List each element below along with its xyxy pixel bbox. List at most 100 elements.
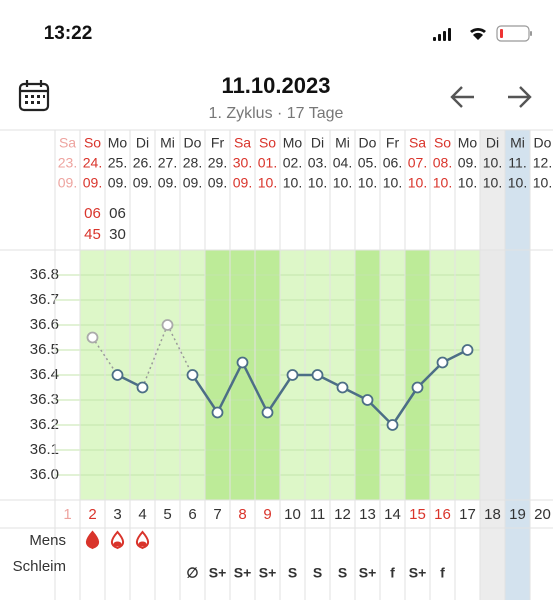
weekday: Mi [335,135,350,151]
temperature-point [361,394,374,406]
month: 10. [383,175,402,191]
weekday: Do [534,135,552,151]
month: 09. [208,175,227,191]
temperature-segment [241,361,269,414]
y-tick-label: 36.2 [30,416,59,433]
measure-time: 45 [84,226,101,243]
day-number: 7 [213,506,221,523]
date: 02. [283,155,302,171]
date: 08. [433,155,452,171]
measure-time: 30 [109,226,126,243]
day-number: 1 [63,506,71,523]
weekday: Mo [283,135,303,151]
day-number: 18 [484,506,501,523]
weekday: Do [184,135,202,151]
weekday: Sa [409,135,426,151]
y-tick-label: 36.8 [30,266,59,283]
weekday: Di [136,135,149,151]
weekday: Di [311,135,324,151]
mucus-entry: S+ [234,565,252,581]
date: 28. [183,155,202,171]
temperature-point [411,381,424,394]
temperature-segment [216,361,244,414]
temperature-point [286,369,299,381]
mucus-entry: ∅ [186,565,198,581]
month: 09. [58,175,77,191]
weekday: Mo [458,135,478,151]
date: 04. [333,155,352,171]
weekday: Sa [234,135,251,151]
temperature-point [336,381,349,394]
month: 09. [133,175,152,191]
date: 05. [358,155,377,171]
month: 09. [108,175,127,191]
day-number: 8 [238,506,246,523]
day-number: 12 [334,506,351,523]
next-button[interactable] [508,86,532,108]
cycle-grid: 36.836.736.636.536.436.336.236.136.0Sa23… [0,129,553,600]
date: 09. [458,155,477,171]
temperature-point [261,406,274,419]
day-number: 17 [459,506,476,523]
mucus-entry: S+ [359,565,377,581]
weekday: Fr [386,135,400,151]
date: 29. [208,155,227,171]
weekday: Do [359,135,377,151]
month: 10. [283,175,302,191]
date: 24. [83,155,102,171]
temperature-point [111,369,124,381]
date: 30. [233,155,252,171]
mucus-entry: S+ [409,565,427,581]
title: 11.10.2023 [222,73,331,98]
chart-column [480,250,505,500]
y-tick-label: 36.3 [30,391,59,408]
y-tick-label: 36.5 [30,341,59,358]
mucus-entry: S+ [259,565,277,581]
month: 10. [483,175,502,191]
date: 25. [108,155,127,171]
temperature-point [186,369,199,381]
date: 23. [58,155,77,171]
temperature-segment [391,386,419,426]
mucus-entry: f [440,565,445,581]
calendar-button[interactable] [18,80,50,112]
day-number: 2 [88,506,96,523]
day-number: 6 [188,506,196,523]
mucus-entry: S [288,565,297,581]
date: 12. [533,155,552,171]
weekday: Sa [59,135,76,151]
status-icons [433,25,532,42]
temperature-point [311,369,324,381]
temperature-point [386,419,399,431]
mens-drop-inner [138,541,147,547]
day-number: 11 [310,506,326,523]
day-number: 3 [113,506,121,523]
measure-time: 06 [84,205,101,222]
y-tick-label: 36.6 [30,316,59,333]
weekday: Fr [211,135,225,151]
temperature-point [461,344,474,356]
measure-time: 06 [109,205,126,222]
temperature-segment [191,374,219,414]
temperature-point [161,319,174,331]
previous-button[interactable] [450,86,474,108]
y-tick-label: 36.7 [30,291,59,308]
month: 10. [533,175,552,191]
date: 01. [258,155,277,171]
mucus-entry: S [338,565,347,581]
status-time: 13:22 [44,23,93,44]
date: 11. [508,155,526,171]
day-number: 20 [534,506,551,523]
weekday: Di [486,135,499,151]
month: 10. [358,175,377,191]
weekday: So [84,135,101,151]
weekday: So [259,135,276,151]
day-number: 16 [434,506,451,523]
temperature-point [436,356,449,369]
temperature-point [236,356,249,369]
date: 27. [158,155,177,171]
temperature-point [136,381,149,394]
day-number: 9 [263,506,271,523]
